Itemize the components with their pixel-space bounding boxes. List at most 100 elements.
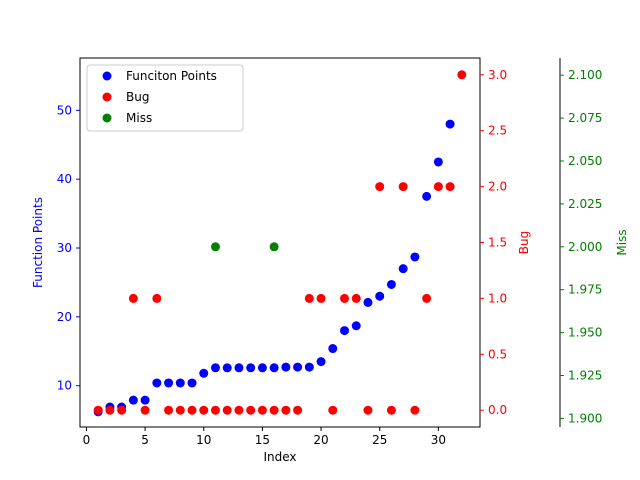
funciton-points-point [316,357,326,367]
bug-point [304,293,314,303]
funciton-points-point [281,362,291,372]
fp-tick-label: 20 [57,310,72,324]
funciton-points-point [210,363,220,373]
series-funciton-points [93,119,455,417]
fp-tick-label: 10 [57,379,72,393]
series-bug [93,70,467,415]
x-tick-label: 0 [83,433,91,447]
miss-tick-label: 2.100 [568,68,602,82]
bug-point [128,293,138,303]
bug-point [246,405,256,415]
x-tick-label: 25 [372,433,387,447]
x-tick-label: 30 [431,433,446,447]
bug-point [445,182,455,192]
funciton-points-point [410,252,420,262]
legend-box [86,64,244,132]
bug-point [351,293,361,303]
funciton-points-point [257,363,267,373]
funciton-points-point [351,321,361,331]
x-tick-label: 15 [255,433,270,447]
bug-point [363,405,373,415]
funciton-points-point [269,363,279,373]
bug-tick-label: 3.0 [488,68,507,82]
x-tick-label: 5 [141,433,149,447]
funciton-points-point [340,326,350,336]
bug-point [257,405,267,415]
bug-point [410,405,420,415]
function-points-axis: 10 20 30 40 50 Function Points [31,103,80,393]
bug-point [340,293,350,303]
bug-point [316,293,326,303]
fp-tick-label: 30 [57,241,72,255]
miss-tick-label: 1.925 [568,369,602,383]
miss-tick-label: 2.075 [568,111,602,125]
legend-label-miss: Miss [126,111,152,125]
x-axis-label: Index [263,450,296,464]
miss-tick-label: 1.975 [568,283,602,297]
bug-point [398,182,408,192]
funciton-points-point [164,378,174,388]
miss-point [210,242,220,252]
bug-point [175,405,185,415]
miss-tick-label: 1.950 [568,326,602,340]
bug-point [210,405,220,415]
funciton-points-point [293,362,303,372]
bug-point [328,405,338,415]
bug-tick-label: 1.0 [488,291,507,305]
funciton-points-point [398,264,408,274]
bug-point [105,405,115,415]
bug-point [422,293,432,303]
legend-label-funciton-points: Funciton Points [126,69,217,83]
bug-point [293,405,303,415]
bug-point [222,405,232,415]
legend-marker-funciton-points [102,71,112,81]
funciton-points-point [422,191,432,201]
bug-axis: 0.0 0.5 1.0 1.5 2.0 2.5 3.0 Bug [480,68,531,417]
bug-point [117,405,127,415]
miss-point [269,242,279,252]
funciton-points-point [246,363,256,373]
funciton-points-point [433,157,443,167]
funciton-points-point [386,279,396,289]
bug-point [93,405,103,415]
funciton-points-point [445,119,455,129]
bug-point [386,405,396,415]
bug-point [187,405,197,415]
miss-axis-label: Miss [615,229,629,255]
funciton-points-point [375,291,385,301]
miss-tick-label: 2.050 [568,154,602,168]
x-tick-label: 20 [313,433,328,447]
bug-tick-label: 0.5 [488,347,507,361]
funciton-points-point [363,297,373,307]
funciton-points-point [234,363,244,373]
miss-tick-label: 2.025 [568,197,602,211]
x-axis: 0 5 10 15 20 25 30 Index [83,427,446,464]
bug-tick-label: 2.0 [488,180,507,194]
funciton-points-point [140,395,150,405]
funciton-points-point [175,378,185,388]
bug-tick-label: 2.5 [488,124,507,138]
funciton-points-point [199,368,209,378]
legend: Funciton Points Bug Miss [86,64,244,132]
fp-tick-label: 40 [57,172,72,186]
miss-tick-label: 2.000 [568,240,602,254]
funciton-points-point [304,362,314,372]
bug-point [140,405,150,415]
bug-point [375,182,385,192]
miss-tick-label: 1.900 [568,411,602,425]
miss-axis: 1.900 1.925 1.950 1.975 2.000 2.025 2.050 2.075… [559,58,629,427]
series-miss [210,242,279,252]
legend-label-bug: Bug [126,90,149,104]
bug-point [234,405,244,415]
bug-tick-label: 1.5 [488,236,507,250]
bug-point [281,405,291,415]
legend-marker-bug [102,92,112,102]
funciton-points-point [128,395,138,405]
bug-axis-label: Bug [517,231,531,254]
funciton-points-point [152,378,162,388]
bug-point [433,182,443,192]
fp-axis-label: Function Points [31,197,45,288]
legend-marker-miss [102,113,112,123]
